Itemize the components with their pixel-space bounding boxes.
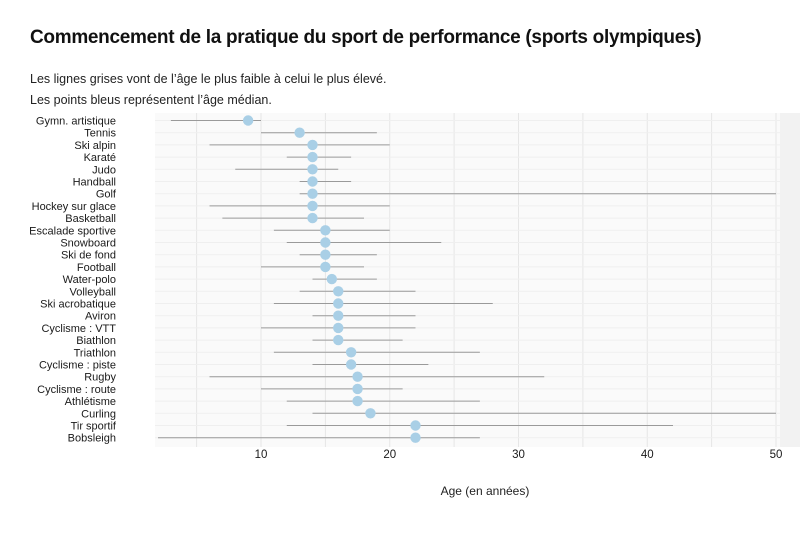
median-dot (352, 383, 363, 395)
median-dot (352, 395, 363, 407)
median-dot (307, 176, 318, 187)
median-dot (294, 127, 305, 138)
category-label: Golf (96, 189, 117, 201)
category-label: Volleyball (70, 286, 116, 298)
category-label: Cyclisme : VTT (41, 323, 116, 335)
median-dot (345, 359, 357, 370)
category-label: Football (77, 262, 116, 274)
category-label: Water-polo (63, 274, 116, 286)
median-dot (320, 225, 331, 236)
category-label: Triathlon (74, 347, 116, 359)
median-dot (320, 237, 331, 248)
category-label: Aviron (85, 311, 116, 323)
x-tick-label: 10 (255, 449, 268, 461)
median-dot (410, 432, 421, 443)
median-dot (307, 151, 318, 163)
median-dot (307, 139, 318, 151)
median-dot (365, 408, 376, 419)
category-label: Biathlon (76, 335, 116, 347)
category-label: Ski acrobatique (40, 299, 116, 311)
median-dot (320, 249, 331, 260)
category-label: Curling (81, 408, 116, 420)
category-label: Ski alpin (74, 140, 116, 152)
right-panel-strip (780, 113, 800, 447)
median-dot (307, 164, 318, 175)
median-dot (320, 261, 331, 273)
grid-lines (155, 113, 780, 447)
median-dot (326, 273, 338, 285)
median-dot (352, 371, 363, 382)
median-dot (333, 298, 344, 309)
category-label: Ski de fond (61, 250, 116, 262)
x-tick-label: 50 (770, 449, 783, 461)
x-tick-label: 20 (383, 449, 396, 461)
category-label: Bobsleigh (68, 433, 116, 445)
x-tick-label: 40 (641, 449, 654, 461)
median-dot (307, 212, 318, 224)
median-dots (242, 115, 421, 443)
category-label: Hockey sur glace (32, 201, 116, 213)
category-label: Snowboard (60, 238, 116, 250)
category-label: Rugby (84, 372, 116, 384)
range-lines (158, 120, 776, 439)
median-dot (333, 322, 344, 334)
x-tick-label: 30 (512, 449, 525, 461)
median-dot (333, 334, 344, 346)
category-label: Handball (73, 177, 116, 189)
chart-subtitle-line-1: Les lignes grises vont de l’âge le plus … (30, 72, 387, 86)
category-label: Tir sportif (71, 421, 117, 433)
plot-background (155, 113, 780, 447)
category-label: Judo (92, 164, 116, 176)
x-tick-labels: 10 20 30 40 50 (255, 449, 783, 461)
median-dot (333, 310, 344, 321)
category-label: Cyclisme : piste (39, 360, 116, 372)
category-label: Basketball (65, 213, 116, 225)
median-dot (242, 115, 254, 126)
category-label: Karaté (84, 152, 116, 164)
median-dot (410, 420, 421, 431)
chart-title: Commencement de la pratique du sport de … (30, 27, 702, 48)
category-label: Cyclisme : route (37, 384, 116, 396)
median-dot (307, 200, 318, 212)
median-dot (333, 286, 344, 297)
category-label: Athlétisme (65, 396, 116, 408)
median-dot (345, 347, 357, 358)
median-dot (307, 188, 318, 199)
x-axis-label: Age (en années) (440, 484, 530, 498)
chart-subtitle-line-2: Les points bleus représentent l’âge médi… (30, 93, 272, 107)
category-label: Gymn. artistique (36, 116, 116, 128)
category-label: Escalade sportive (29, 225, 116, 237)
category-label: Tennis (84, 128, 116, 140)
